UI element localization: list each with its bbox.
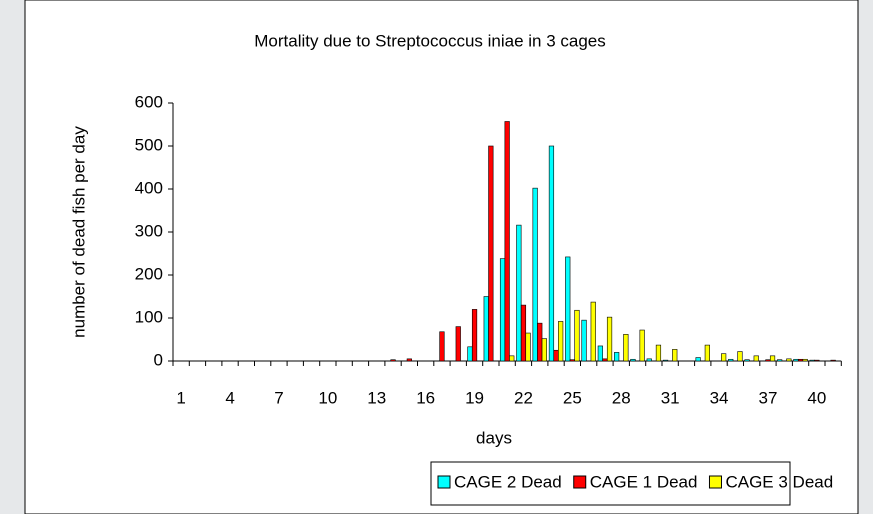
y-tick-label: 100 [135, 307, 163, 326]
bar [786, 358, 792, 362]
bar [672, 349, 678, 362]
x-tick-label: 34 [710, 388, 729, 407]
bar [574, 309, 580, 362]
x-tick-label: 7 [274, 388, 283, 407]
y-tick-label: 500 [135, 135, 163, 154]
bar [753, 355, 759, 362]
bar [569, 359, 575, 362]
x-tick-label: 37 [758, 388, 777, 407]
bar [737, 351, 743, 362]
y-tick-label: 200 [135, 264, 163, 283]
x-tick-label: 31 [661, 388, 680, 407]
bar [597, 345, 603, 362]
bar [532, 187, 538, 362]
x-tick-label: 40 [807, 388, 826, 407]
bar [704, 344, 710, 362]
bar [439, 331, 445, 362]
bar [581, 319, 587, 362]
bar [655, 344, 662, 362]
bar [590, 301, 596, 362]
bar [516, 224, 522, 362]
bar [390, 359, 396, 362]
bar [467, 346, 473, 362]
bar [525, 332, 531, 362]
bar [520, 304, 527, 362]
bar [614, 352, 620, 362]
x-tick-label: 4 [225, 388, 234, 407]
x-tick-label: 28 [612, 388, 631, 407]
x-tick-label: 16 [416, 388, 435, 407]
bar [488, 145, 494, 362]
y-tick-label: 0 [154, 350, 163, 369]
bar [558, 321, 564, 362]
x-tick-label: 10 [318, 388, 337, 407]
bar [455, 326, 461, 362]
x-axis-label: days [476, 428, 512, 447]
chart-panel [24, 0, 859, 514]
x-tick-label: 1 [176, 388, 185, 407]
x-tick-label: 25 [563, 388, 582, 407]
bar [606, 316, 613, 362]
bar [541, 338, 547, 362]
bar [646, 358, 652, 362]
bar [728, 358, 734, 362]
bar [793, 358, 799, 362]
bar [471, 309, 478, 362]
bar [548, 145, 555, 362]
bar [602, 358, 608, 362]
bar [721, 353, 727, 362]
x-tick-label: 22 [514, 388, 533, 407]
legend-swatch [573, 475, 587, 489]
legend-label: CAGE 3 Dead [725, 472, 833, 491]
bar [809, 359, 815, 362]
y-axis-label: number of dead fish per day [69, 126, 88, 338]
y-tick-label: 600 [135, 92, 163, 111]
bar [639, 329, 645, 362]
bar [565, 256, 571, 362]
bar [509, 355, 515, 362]
bar [406, 358, 412, 362]
bar [765, 359, 771, 362]
x-tick-label: 13 [367, 388, 386, 407]
bar [769, 355, 776, 362]
legend-label: CAGE 2 Dead [454, 472, 562, 491]
y-tick-label: 400 [135, 178, 163, 197]
legend-swatch [708, 475, 722, 489]
bar [499, 258, 506, 362]
bar [695, 357, 701, 362]
bar [537, 322, 543, 362]
chart-title: Mortality due to Streptococcus iniae in … [254, 31, 606, 50]
bar [802, 358, 808, 362]
bar [623, 334, 629, 362]
x-tick-label: 19 [465, 388, 484, 407]
bar [504, 121, 510, 362]
bar [630, 358, 636, 362]
bar [797, 358, 804, 362]
bar [662, 359, 669, 362]
legend-swatch [437, 475, 451, 489]
bar [814, 359, 820, 362]
bar [777, 359, 783, 362]
bar [744, 359, 750, 362]
legend-box [430, 461, 791, 506]
bar [553, 349, 559, 362]
legend-label: CAGE 1 Dead [590, 472, 698, 491]
y-tick-label: 300 [135, 221, 163, 240]
bar [483, 296, 489, 362]
bar [830, 359, 836, 362]
